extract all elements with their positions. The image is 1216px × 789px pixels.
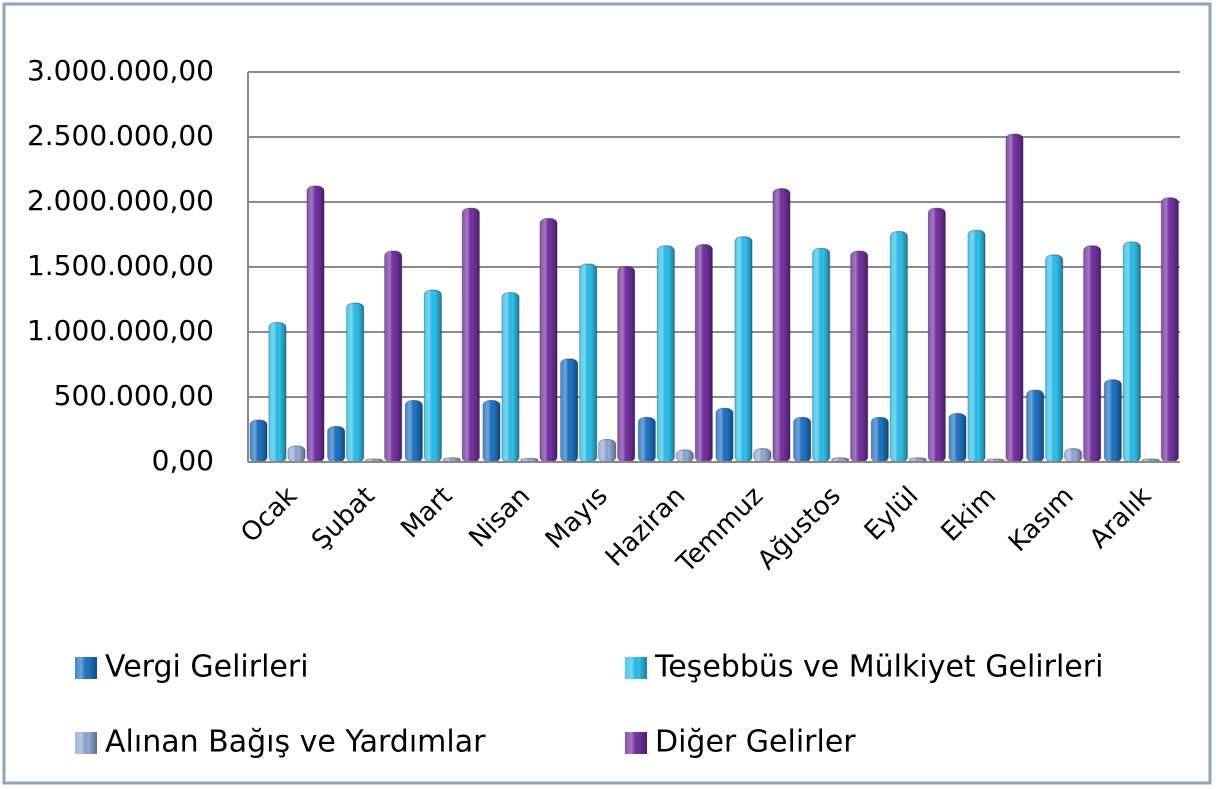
bar-shade xyxy=(1104,379,1122,462)
bar-shade xyxy=(288,446,305,462)
bar-shade xyxy=(968,230,985,462)
bar-shade xyxy=(1083,245,1101,462)
legend-label: Alınan Bağış ve Yardımlar xyxy=(105,725,486,760)
bar-shade xyxy=(327,426,345,462)
bar-shade xyxy=(754,448,771,462)
bar-shade xyxy=(928,208,946,462)
legend-swatch-shade xyxy=(75,732,97,754)
y-tick-label: 0,00 xyxy=(152,444,214,477)
bar-shade xyxy=(346,303,364,462)
y-tick-label: 500.000,00 xyxy=(54,379,214,412)
bar-shade xyxy=(871,417,889,462)
bar-shade xyxy=(462,208,480,462)
legend-label: Diğer Gelirler xyxy=(655,725,856,760)
bar-shade xyxy=(250,420,267,462)
bar-shade xyxy=(1064,448,1082,462)
bar-shade xyxy=(695,244,713,462)
bar-shade xyxy=(483,400,500,462)
bar-shade xyxy=(1045,254,1063,462)
bar-shade xyxy=(831,457,849,462)
bar-shade xyxy=(735,236,752,462)
legend-label: Vergi Gelirleri xyxy=(105,650,309,685)
bar-shade xyxy=(890,231,908,462)
bar-shade xyxy=(1123,241,1141,462)
bar-shade xyxy=(812,248,830,462)
bar-shade xyxy=(424,290,442,462)
bar-shade xyxy=(269,322,286,462)
bar-shade xyxy=(949,413,966,462)
bar-shade xyxy=(638,417,656,462)
bar-shade xyxy=(384,251,402,462)
bar-shade xyxy=(1026,390,1044,462)
bar-shade xyxy=(579,264,597,462)
bar-shade xyxy=(909,457,927,462)
bar-shade xyxy=(540,218,557,462)
bar-shade xyxy=(307,186,324,462)
bar-shade xyxy=(657,245,675,462)
legend-swatch-shade xyxy=(75,657,97,679)
bar-shade xyxy=(773,188,790,462)
bar-shade xyxy=(405,400,423,462)
bar-shade xyxy=(1006,134,1023,462)
bar-shade xyxy=(716,408,733,462)
legend-label: Teşebbüs ve Mülkiyet Gelirleri xyxy=(654,650,1103,685)
bar-shade xyxy=(793,417,811,462)
bar-shade xyxy=(443,457,461,462)
bar-shade xyxy=(850,251,868,462)
bar-shade xyxy=(502,292,519,462)
y-tick-label: 3.000.000,00 xyxy=(27,54,214,87)
y-tick-label: 2.000.000,00 xyxy=(27,184,214,217)
y-tick-label: 1.500.000,00 xyxy=(27,249,214,282)
legend-swatch-shade xyxy=(625,657,647,679)
y-tick-label: 2.500.000,00 xyxy=(27,119,214,152)
bar-shade xyxy=(560,358,578,462)
bar-shade xyxy=(1161,197,1179,462)
y-tick-label: 1.000.000,00 xyxy=(27,314,214,347)
bar-shade xyxy=(617,266,635,462)
bar-shade xyxy=(676,449,694,462)
bar-shade xyxy=(598,439,616,462)
legend-swatch-shade xyxy=(625,732,647,754)
